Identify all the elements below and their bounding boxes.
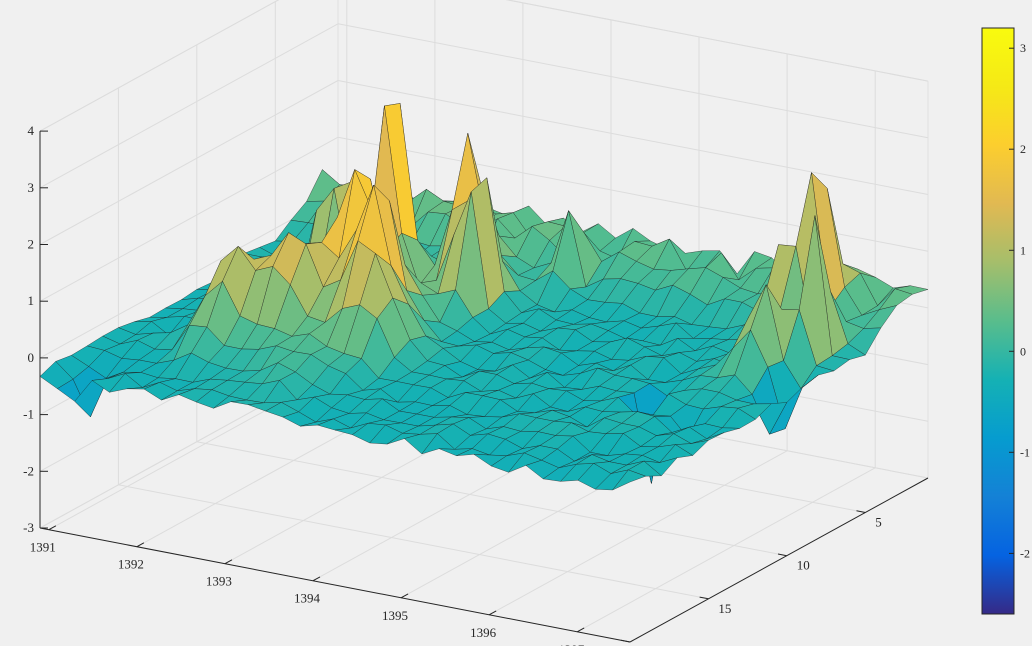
x-tick-mark (488, 610, 497, 616)
colorbar-tick-label: 0 (1020, 344, 1026, 358)
y-tick-label: 20 (640, 644, 653, 646)
x-tick-mark (576, 627, 585, 633)
surface-face (612, 469, 647, 491)
y-tick-label: 5 (875, 515, 882, 530)
y-tick-mark (699, 596, 709, 600)
colorbar[interactable]: 3 2 1 0 -1 -2 (981, 27, 1030, 615)
x-tick-label: 1397 (558, 642, 585, 646)
colorbar-tick-label: 3 (1020, 41, 1026, 55)
y-tick-label: 15 (718, 601, 731, 616)
y-tick-mark (621, 639, 631, 643)
z-tick-label: 3 (28, 180, 35, 195)
z-tick-label: 0 (28, 350, 35, 365)
colorbar-gradient[interactable] (981, 27, 1015, 615)
colorbar-tick-label: -1 (1020, 445, 1030, 459)
z-tick-label: -3 (23, 520, 34, 535)
axes: -3 -2 -1 0 1 2 3 4 1391 1392 1393 1394 1395 1396 1397 5… (23, 123, 929, 646)
y-tick-mark (856, 510, 866, 513)
z-tick-label: 2 (28, 237, 35, 252)
x-tick-label: 1392 (118, 557, 144, 572)
x-tick-label: 1395 (382, 608, 408, 623)
y-axis-line (629, 477, 929, 643)
x-tick-label: 1391 (30, 540, 56, 555)
z-tick-label: -1 (23, 407, 34, 422)
y-tick-label: 10 (797, 558, 810, 573)
z-tick-label: -2 (23, 463, 34, 478)
x-axis-line (39, 527, 631, 643)
x-tick-mark (48, 525, 57, 531)
x-tick-mark (400, 593, 409, 599)
z-tick-label: 1 (28, 293, 35, 308)
x-tick-mark (136, 542, 145, 548)
x-tick-mark (224, 559, 233, 565)
colorbar-tick-label: 1 (1020, 243, 1026, 257)
colorbar-tick-label: -2 (1020, 546, 1030, 560)
x-tick-label: 1396 (470, 625, 497, 640)
x-tick-label: 1393 (206, 574, 232, 589)
z-tick-label: 4 (28, 123, 35, 138)
colorbar-tick-label: 2 (1020, 142, 1026, 156)
surface-mesh[interactable] (39, 103, 929, 491)
x-tick-label: 1394 (294, 591, 321, 606)
x-tick-mark (312, 576, 321, 582)
y-tick-mark (777, 553, 787, 557)
